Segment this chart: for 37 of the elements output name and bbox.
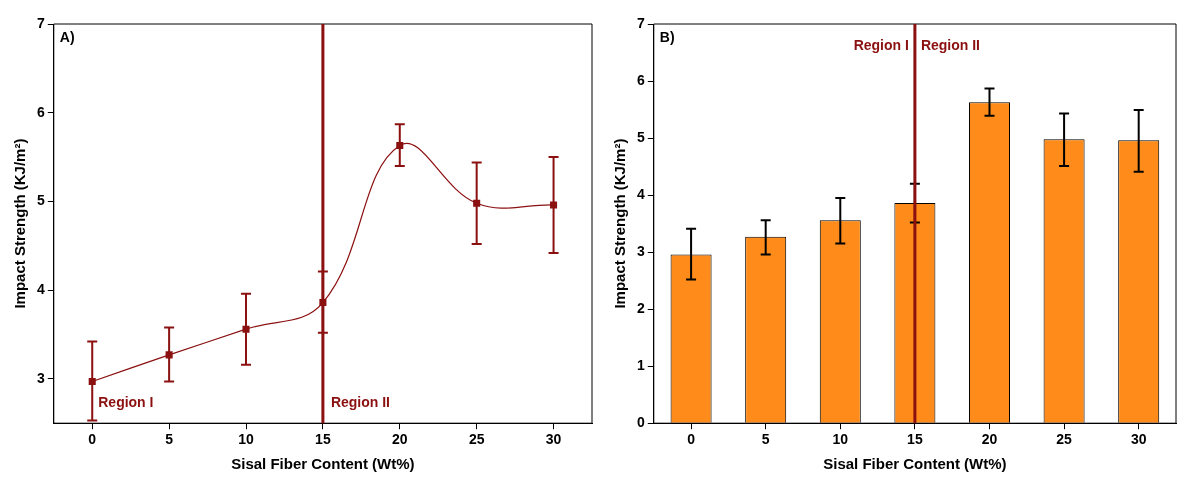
x-axis-title: Sisal Fiber Content (Wt%) (231, 455, 415, 473)
y-tick-label: 0 (636, 414, 645, 431)
y-tick-label: 7 (36, 14, 45, 31)
y-axis-title: Impact Strength (KJ/m²) (11, 138, 29, 309)
x-tick-label: 25 (468, 431, 485, 448)
y-tick-label: 5 (636, 128, 645, 145)
y-axis-title: Impact Strength (KJ/m²) (611, 138, 629, 309)
y-tick-label: 7 (636, 14, 645, 31)
y-tick-label: 3 (36, 369, 45, 386)
x-tick-label: 5 (761, 431, 770, 448)
x-tick-label: 20 (391, 431, 408, 448)
x-tick-label: 5 (165, 431, 174, 448)
y-tick-label: 3 (636, 242, 645, 259)
x-axis-title: Sisal Fiber Content (Wt%) (823, 455, 1007, 473)
x-tick-label: 10 (832, 431, 849, 448)
annotation: Region I (853, 36, 909, 53)
x-tick-label: 0 (88, 431, 97, 448)
x-tick-label: 0 (687, 431, 696, 448)
x-tick-label: 15 (315, 431, 331, 448)
annotation: Region I (98, 394, 154, 411)
chart-title: A) (59, 28, 75, 45)
y-tick-label: 2 (636, 300, 645, 316)
annotation: Region II (920, 36, 981, 53)
x-tick-label: 30 (1130, 431, 1147, 448)
x-tick-label: 20 (981, 431, 998, 448)
y-tick-label: 4 (636, 185, 645, 202)
x-tick-label: 30 (545, 431, 562, 448)
chart-title: B) (659, 28, 675, 45)
y-tick-label: 5 (36, 192, 45, 209)
y-tick-label: 6 (36, 103, 45, 120)
x-tick-label: 25 (1056, 431, 1073, 448)
y-tick-label: 6 (636, 71, 645, 88)
x-tick-label: 15 (907, 431, 923, 448)
y-tick-label: 1 (636, 357, 645, 374)
x-tick-label: 10 (238, 431, 254, 448)
annotation: Region II (330, 394, 391, 411)
y-tick-label: 4 (36, 280, 45, 297)
